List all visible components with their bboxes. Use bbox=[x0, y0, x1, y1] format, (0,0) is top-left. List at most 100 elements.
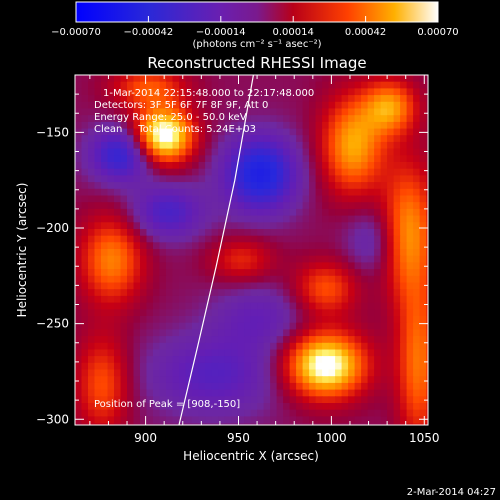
heatmap-cell bbox=[120, 322, 128, 330]
heatmap-cell bbox=[153, 322, 161, 330]
heatmap-cell bbox=[224, 235, 232, 243]
heatmap-cell bbox=[341, 128, 349, 136]
heatmap-cell bbox=[244, 95, 252, 103]
heatmap-cell bbox=[367, 229, 375, 237]
heatmap-cell bbox=[224, 155, 232, 163]
heatmap-cell bbox=[101, 101, 109, 110]
heatmap-cell bbox=[140, 95, 148, 103]
heatmap-cell bbox=[419, 356, 427, 364]
heatmap-cell bbox=[88, 416, 96, 424]
heatmap-cell bbox=[400, 342, 408, 351]
heatmap-cell bbox=[296, 289, 304, 297]
heatmap-cell bbox=[335, 75, 343, 83]
heatmap-cell bbox=[114, 135, 122, 143]
heatmap-cell bbox=[166, 430, 173, 437]
heatmap-cell bbox=[257, 369, 265, 377]
heatmap-cell bbox=[114, 202, 122, 210]
heatmap-cell bbox=[192, 396, 200, 404]
heatmap-cell bbox=[81, 242, 89, 250]
heatmap-cell bbox=[114, 229, 122, 237]
heatmap-cell bbox=[107, 295, 115, 304]
heatmap-cell bbox=[114, 403, 122, 411]
heatmap-cell bbox=[276, 255, 284, 263]
heatmap-cell bbox=[185, 275, 193, 284]
heatmap-cell bbox=[166, 342, 174, 351]
heatmap-cell bbox=[185, 342, 193, 351]
heatmap-cell bbox=[361, 95, 369, 103]
heatmap-cell bbox=[133, 369, 141, 377]
heatmap-cell bbox=[140, 182, 148, 190]
heatmap-cell bbox=[276, 369, 284, 377]
heatmap-cell bbox=[309, 121, 317, 130]
heatmap-cell bbox=[224, 369, 232, 377]
heatmap-cell bbox=[354, 396, 362, 404]
heatmap-cell bbox=[179, 309, 187, 317]
heatmap-cell bbox=[433, 209, 440, 216]
heatmap-cell bbox=[400, 255, 408, 263]
heatmap-cell bbox=[354, 108, 362, 116]
heatmap-cell bbox=[263, 309, 271, 317]
heatmap-cell bbox=[159, 182, 167, 190]
heatmap-cell bbox=[127, 95, 135, 103]
heatmap-cell bbox=[315, 222, 323, 230]
heatmap-cell bbox=[296, 235, 304, 243]
heatmap-cell bbox=[380, 148, 388, 156]
heatmap-cell bbox=[179, 396, 187, 404]
heatmap-cell bbox=[419, 403, 427, 411]
heatmap-cell bbox=[127, 208, 135, 217]
heatmap-cell bbox=[120, 262, 128, 270]
heatmap-cell bbox=[374, 88, 382, 96]
heatmap-cell bbox=[387, 115, 395, 123]
heatmap-cell bbox=[419, 423, 427, 425]
heatmap-cell bbox=[153, 316, 161, 324]
heatmap-cell bbox=[341, 322, 349, 330]
heatmap-cell bbox=[94, 316, 102, 324]
heatmap-cell bbox=[322, 309, 330, 317]
heatmap-cell bbox=[380, 101, 388, 110]
heatmap-cell bbox=[179, 168, 187, 176]
heatmap-cell bbox=[400, 202, 408, 210]
heatmap-cell bbox=[211, 369, 219, 377]
heatmap-cell bbox=[433, 122, 440, 129]
heatmap-cell bbox=[433, 376, 440, 383]
heatmap-cell bbox=[159, 409, 167, 417]
heatmap-cell bbox=[283, 342, 291, 351]
heatmap-cell bbox=[146, 409, 154, 417]
heatmap-cell bbox=[198, 121, 206, 130]
x-tick-label: 950 bbox=[227, 431, 250, 445]
heatmap-cell bbox=[296, 430, 303, 437]
heatmap-cell bbox=[341, 155, 349, 163]
heatmap-cell bbox=[218, 403, 226, 411]
heatmap-cell bbox=[426, 229, 428, 237]
heatmap-cell bbox=[283, 309, 291, 317]
heatmap-cell bbox=[393, 128, 401, 136]
heatmap-cell bbox=[224, 362, 232, 371]
heatmap-cell bbox=[315, 88, 323, 96]
heatmap-cell bbox=[211, 155, 219, 163]
heatmap-cell bbox=[198, 95, 206, 103]
heatmap-cell bbox=[433, 309, 440, 316]
heatmap-cell bbox=[309, 369, 317, 377]
heatmap-cell bbox=[198, 215, 206, 223]
heatmap-cell bbox=[263, 88, 271, 96]
heatmap-cell bbox=[75, 108, 83, 116]
heatmap-cell bbox=[192, 235, 200, 243]
heatmap-cell bbox=[433, 323, 440, 330]
heatmap-cell bbox=[302, 121, 310, 130]
heatmap-cell bbox=[140, 289, 148, 297]
heatmap-cell bbox=[114, 262, 122, 270]
heatmap-cell bbox=[140, 322, 148, 330]
heatmap-cell bbox=[406, 235, 414, 243]
heatmap-cell bbox=[94, 88, 102, 96]
heatmap-cell bbox=[413, 95, 421, 103]
heatmap-cell bbox=[328, 262, 336, 270]
heatmap-cell bbox=[283, 349, 291, 357]
heatmap-cell bbox=[289, 128, 297, 136]
heatmap-cell bbox=[120, 81, 128, 89]
heatmap-cell bbox=[406, 302, 414, 310]
heatmap-cell bbox=[257, 141, 265, 150]
heatmap-cell bbox=[400, 430, 407, 437]
heatmap-cell bbox=[380, 362, 388, 371]
heatmap-cell bbox=[81, 255, 89, 263]
heatmap-cell bbox=[413, 108, 421, 116]
